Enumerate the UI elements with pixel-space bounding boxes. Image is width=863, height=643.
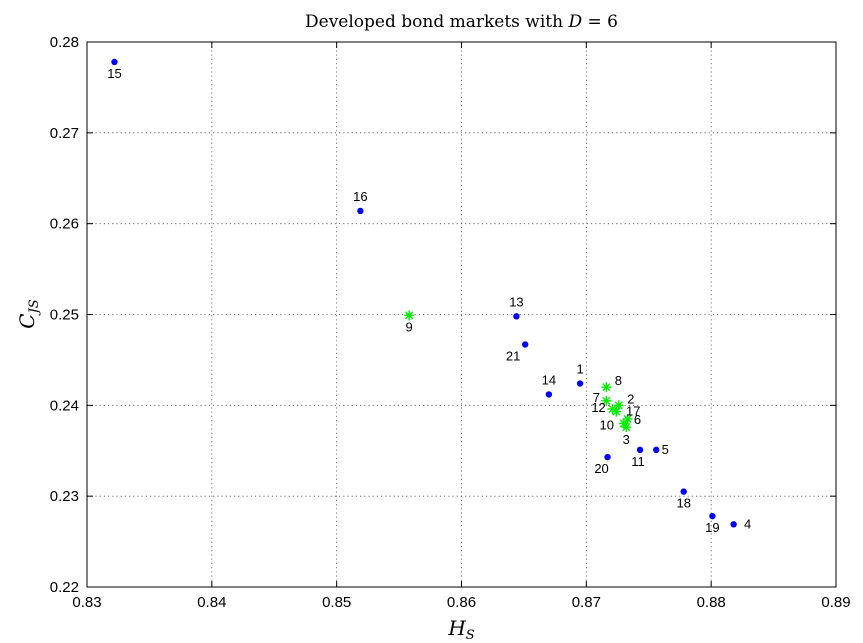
point-label-17: 17 [626,404,640,419]
point-label-11: 11 [631,454,645,469]
point-label-16: 16 [353,189,367,204]
y-tick-label: 0.28 [50,34,79,51]
data-point-20 [604,453,611,461]
point-label-3: 3 [623,432,630,447]
point-label-19: 19 [705,520,719,535]
point-label-12: 12 [591,400,605,415]
data-point-5 [653,446,660,454]
y-axis-label-sub: JS [27,299,42,316]
point-label-20: 20 [594,461,608,476]
point-label-13: 13 [509,294,523,309]
chart-title-var: D [567,12,582,32]
data-point-19 [709,512,716,520]
grid-lines [87,42,836,587]
chart-title: Developed bond markets with D = 6 [305,12,618,32]
point-label-18: 18 [676,496,690,511]
y-tick-label: 0.27 [50,125,79,142]
x-tick-label: 0.84 [197,594,226,611]
data-point-11 [636,446,644,454]
x-tick-label: 0.88 [697,594,726,611]
data-point-9 [404,310,415,321]
data-point-13 [513,313,520,320]
x-axis-label-main: H [447,616,466,640]
point-label-4: 4 [744,516,751,531]
point-label-5: 5 [662,442,669,457]
data-point-8 [601,382,612,393]
point-label-15: 15 [107,66,121,81]
point-label-14: 14 [542,372,556,387]
x-tick-label: 0.89 [821,594,850,611]
x-tick-label: 0.87 [572,594,601,611]
data-point-14 [545,391,553,398]
point-label-9: 9 [405,319,412,334]
data-point-18 [680,488,687,495]
y-tick-label: 0.23 [50,488,79,505]
x-axis-label-sub: S [466,628,475,643]
point-label-21: 21 [506,348,520,363]
chart-title-eq: = 6 [582,12,618,32]
point-label-10: 10 [600,418,614,433]
data-points [111,58,737,528]
y-tick-label: 0.25 [50,307,79,324]
y-axis-label: CJS [15,299,42,329]
x-axis-label: HS [447,616,474,643]
y-tick-label: 0.26 [50,216,79,233]
data-point-16 [357,207,364,215]
y-axis-label-main: C [15,313,39,328]
x-tick-label: 0.86 [447,594,476,611]
point-label-1: 1 [576,362,583,377]
data-point-1 [576,380,584,387]
chart-title-text: Developed bond markets with [305,12,568,32]
point-label-2: 2 [627,391,634,406]
data-point-7 [601,395,612,406]
data-point-15 [111,58,118,66]
point-label-7: 7 [593,390,600,405]
point-label-6: 6 [634,412,641,427]
axis-ticks: 0.83 0.84 0.85 0.86 0.87 0.88 0.89 0.22 0.23 0.24… [50,34,851,611]
data-point-3 [621,422,632,433]
y-tick-label: 0.22 [50,579,79,596]
point-label-8: 8 [615,373,622,388]
x-tick-label: 0.83 [72,594,101,611]
y-tick-label: 0.24 [50,397,79,414]
data-point-21 [521,341,529,348]
data-point-17 [611,406,622,417]
data-point-4 [730,521,737,528]
x-tick-label: 0.85 [322,594,351,611]
